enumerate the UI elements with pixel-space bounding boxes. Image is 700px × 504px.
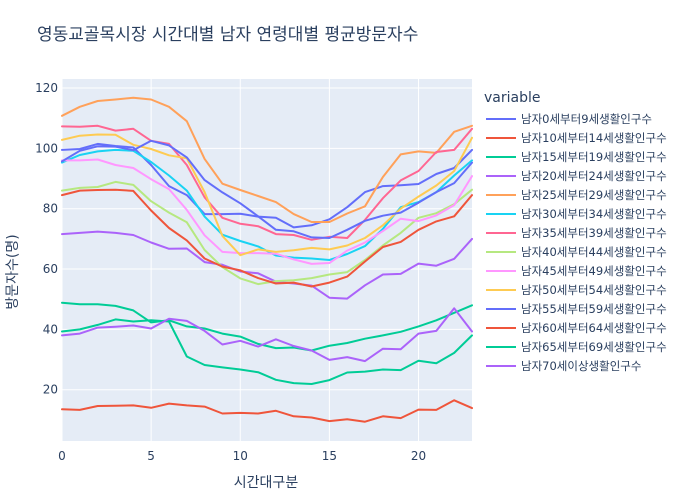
legend-label: 남자50세부터54세생활인구수 bbox=[521, 283, 667, 297]
legend-label: 남자65세부터69세생활인구수 bbox=[521, 340, 667, 354]
x-tick-label: 15 bbox=[322, 449, 337, 463]
series-line-1[interactable] bbox=[61, 399, 473, 423]
y-tick-label: 20 bbox=[43, 383, 58, 397]
y-tick-label: 120 bbox=[35, 81, 58, 95]
x-tick-label: 5 bbox=[147, 449, 155, 463]
series-line-13[interactable] bbox=[61, 307, 473, 363]
legend-label: 남자25세부터29세생활인구수 bbox=[521, 188, 667, 202]
y-tick-label: 80 bbox=[43, 202, 58, 216]
series-line-12[interactable] bbox=[61, 301, 473, 352]
series-line-2[interactable] bbox=[61, 318, 473, 385]
axis-ticks: 0 5 10 15 20 20 40 60 80 100 120 bbox=[35, 81, 426, 463]
legend-item[interactable]: 남자25세부터29세생활인구수 bbox=[486, 188, 667, 202]
legend-item[interactable]: 남자40세부터44세생활인구수 bbox=[486, 245, 667, 259]
series-line-0[interactable] bbox=[61, 142, 473, 229]
plot-area bbox=[62, 79, 472, 441]
series-line-4[interactable] bbox=[61, 96, 473, 223]
legend-item[interactable]: 남자60세부터64세생활인구수 bbox=[486, 321, 667, 335]
series-group bbox=[61, 96, 473, 423]
series-line-3[interactable] bbox=[61, 230, 473, 300]
legend-item[interactable]: 남자70세이상생활인구수 bbox=[486, 359, 641, 373]
legend-label: 남자10세부터14세생활인구수 bbox=[521, 131, 667, 145]
series-line-7[interactable] bbox=[61, 180, 473, 286]
legend-label: 남자15세부터19세생활인구수 bbox=[521, 150, 667, 164]
legend-item[interactable]: 남자30세부터34세생활인구수 bbox=[486, 207, 667, 221]
legend-label: 남자35세부터39세생활인구수 bbox=[521, 226, 667, 240]
legend-item[interactable]: 남자45세부터49세생활인구수 bbox=[486, 264, 667, 278]
legend-item[interactable]: 남자50세부터54세생활인구수 bbox=[486, 283, 667, 297]
series-line-8[interactable] bbox=[61, 158, 473, 265]
legend-label: 남자55세부터59세생활인구수 bbox=[521, 302, 667, 316]
legend-item[interactable]: 남자15세부터19세생활인구수 bbox=[486, 150, 667, 164]
legend-label: 남자0세부터9세생활인구수 bbox=[521, 112, 652, 126]
legend-label: 남자20세부터24세생활인구수 bbox=[521, 169, 667, 183]
series-line-9[interactable] bbox=[61, 133, 473, 257]
legend-title: variable bbox=[484, 90, 540, 106]
legend-label: 남자30세부터34세생활인구수 bbox=[521, 207, 667, 221]
x-tick-label: 20 bbox=[411, 449, 426, 463]
legend: variable 남자0세부터9세생활인구수남자10세부터14세생활인구수남자1… bbox=[484, 90, 667, 373]
series-line-11[interactable] bbox=[61, 188, 473, 288]
x-tick-label: 0 bbox=[58, 449, 66, 463]
y-tick-label: 40 bbox=[43, 322, 58, 336]
legend-label: 남자45세부터49세생활인구수 bbox=[521, 264, 667, 278]
y-tick-label: 100 bbox=[35, 141, 58, 155]
series-line-10[interactable] bbox=[61, 139, 473, 239]
x-tick-label: 10 bbox=[233, 449, 248, 463]
legend-item[interactable]: 남자0세부터9세생활인구수 bbox=[486, 112, 652, 126]
y-axis-label: 방문자수(명) bbox=[5, 234, 21, 309]
legend-label: 남자60세부터64세생활인구수 bbox=[521, 321, 667, 335]
legend-item[interactable]: 남자35세부터39세생활인구수 bbox=[486, 226, 667, 240]
x-axis-label: 시간대구분 bbox=[234, 475, 299, 491]
y-tick-label: 60 bbox=[43, 262, 58, 276]
chart-title: 영동교골목시장 시간대별 남자 연령대별 평균방문자수 bbox=[37, 25, 418, 45]
series-line-6[interactable] bbox=[61, 124, 473, 241]
legend-item[interactable]: 남자20세부터24세생활인구수 bbox=[486, 169, 667, 183]
legend-item[interactable]: 남자10세부터14세생활인구수 bbox=[486, 131, 667, 145]
legend-item[interactable]: 남자55세부터59세생활인구수 bbox=[486, 302, 667, 316]
legend-label: 남자70세이상생활인구수 bbox=[521, 359, 641, 373]
legend-item[interactable]: 남자65세부터69세생활인구수 bbox=[486, 340, 667, 354]
legend-label: 남자40세부터44세생활인구수 bbox=[521, 245, 667, 259]
grid bbox=[61, 79, 472, 441]
